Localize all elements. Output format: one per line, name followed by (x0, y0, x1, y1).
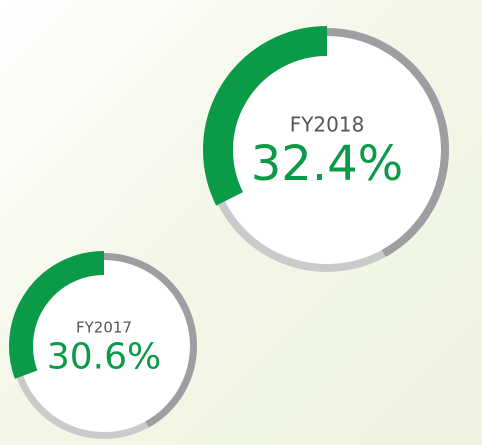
donut-value: 30.6% (47, 337, 161, 378)
donut-value: 32.4% (251, 136, 403, 192)
ring-track-dark (326, 28, 449, 257)
donut-label: FY2017 (76, 319, 132, 337)
donut-arc (203, 26, 328, 206)
donut-hole (211, 34, 443, 266)
donut-hole (16, 258, 192, 434)
donut-arc (9, 251, 105, 379)
ring-track-dark (103, 253, 197, 428)
donut-label: FY2018 (290, 113, 365, 137)
